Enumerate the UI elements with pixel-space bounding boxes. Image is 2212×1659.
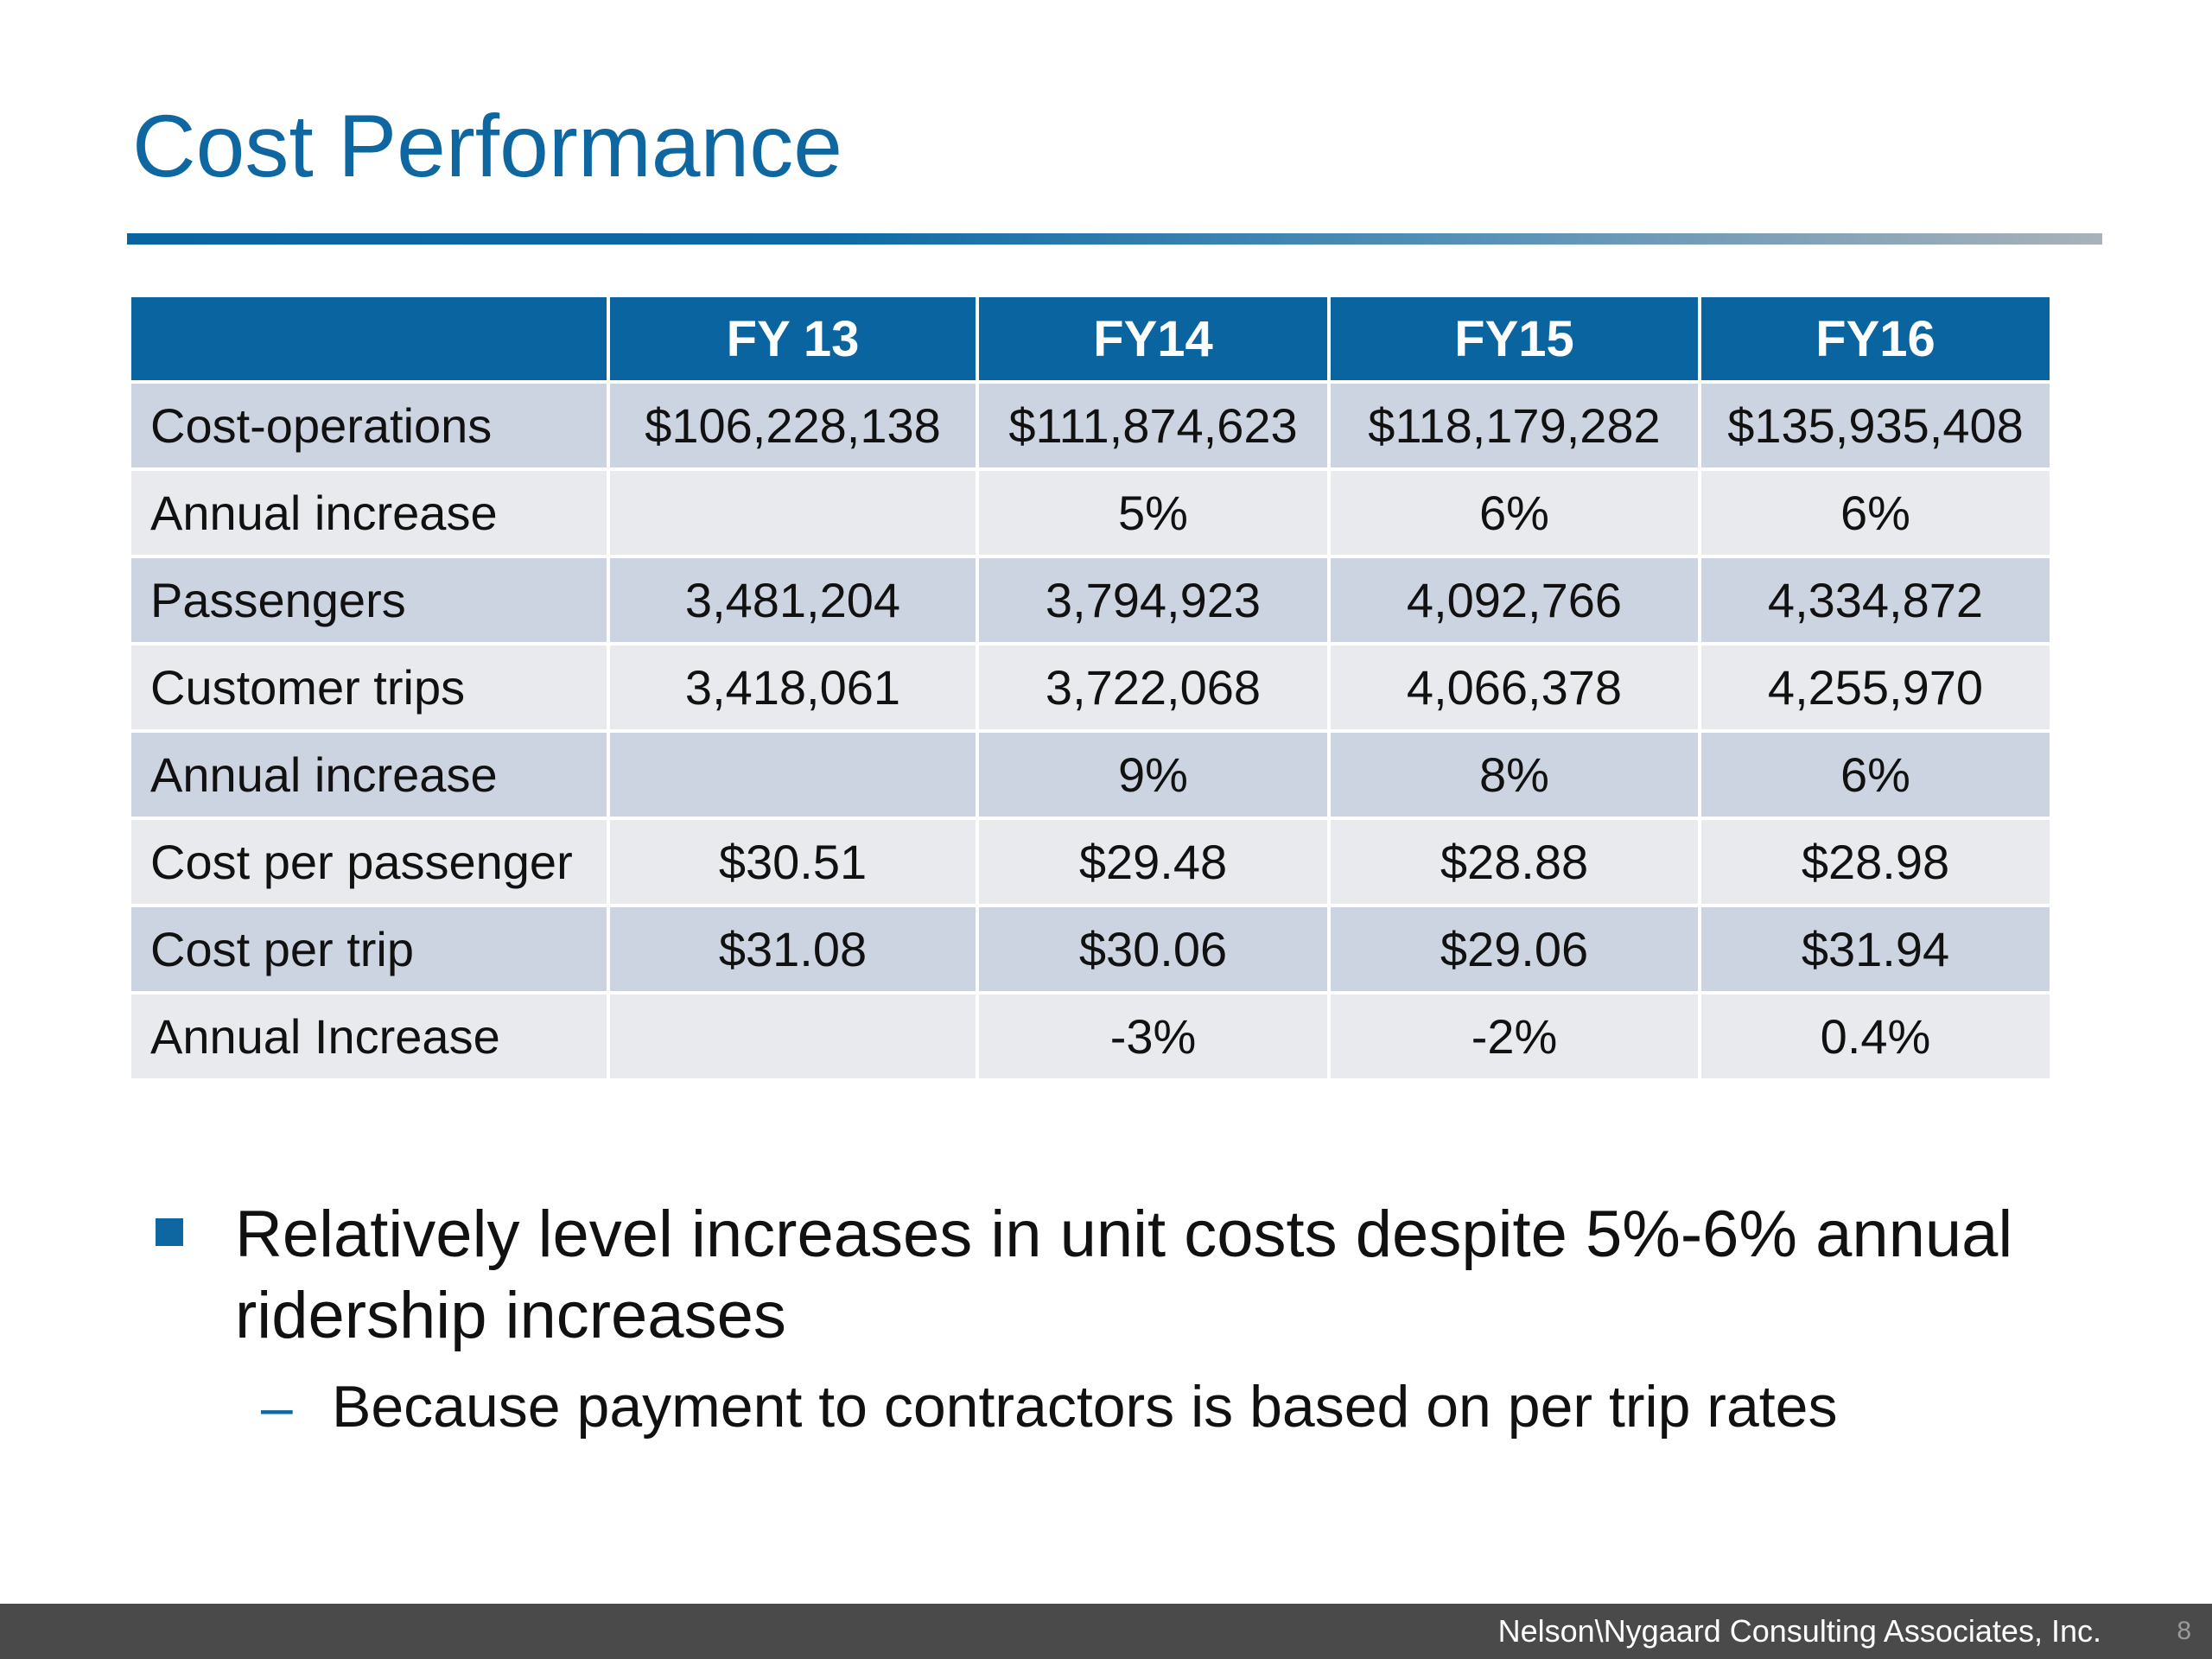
sub-bullet-item: – Because payment to contractors is base… <box>261 1372 2075 1441</box>
page-number: 8 <box>2177 1617 2191 1645</box>
table-header-cell <box>131 297 607 380</box>
row-label: Annual Increase <box>131 995 607 1078</box>
cost-performance-table: FY 13 FY14 FY15 FY16 Cost-operations $10… <box>128 294 2053 1082</box>
table-cell: $111,874,623 <box>979 384 1327 467</box>
table-cell: $31.08 <box>610 907 976 991</box>
table-cell: 4,255,970 <box>1701 645 2050 729</box>
row-label: Cost per passenger <box>131 820 607 904</box>
dash-bullet-icon: – <box>261 1375 293 1439</box>
table-cell: $28.98 <box>1701 820 2050 904</box>
table-cell: 6% <box>1701 733 2050 817</box>
table-row: Customer trips 3,418,061 3,722,068 4,066… <box>131 645 2050 729</box>
table-header-row: FY 13 FY14 FY15 FY16 <box>131 297 2050 380</box>
table-cell: $135,935,408 <box>1701 384 2050 467</box>
table-cell <box>610 733 976 817</box>
table-cell: 4,092,766 <box>1331 558 1698 642</box>
table-cell: 3,794,923 <box>979 558 1327 642</box>
table-cell: -3% <box>979 995 1327 1078</box>
table-cell: $106,228,138 <box>610 384 976 467</box>
table-cell: $29.06 <box>1331 907 1698 991</box>
table-header-cell: FY16 <box>1701 297 2050 380</box>
table-cell: $30.51 <box>610 820 976 904</box>
square-bullet-icon <box>156 1218 183 1246</box>
table-cell: 3,481,204 <box>610 558 976 642</box>
row-label: Cost-operations <box>131 384 607 467</box>
table-cell: $31.94 <box>1701 907 2050 991</box>
footer-bar: Nelson\Nygaard Consulting Associates, In… <box>0 1604 2212 1659</box>
table-header-cell: FY 13 <box>610 297 976 380</box>
table-row: Cost-operations $106,228,138 $111,874,62… <box>131 384 2050 467</box>
table-cell: 4,334,872 <box>1701 558 2050 642</box>
table-cell: 4,066,378 <box>1331 645 1698 729</box>
table-cell: $118,179,282 <box>1331 384 1698 467</box>
table-cell: $28.88 <box>1331 820 1698 904</box>
table-cell: $29.48 <box>979 820 1327 904</box>
row-label: Cost per trip <box>131 907 607 991</box>
table-row: Cost per passenger $30.51 $29.48 $28.88 … <box>131 820 2050 904</box>
table-row: Annual increase 9% 8% 6% <box>131 733 2050 817</box>
table-header-cell: FY15 <box>1331 297 1698 380</box>
table-cell: 0.4% <box>1701 995 2050 1078</box>
row-label: Annual increase <box>131 733 607 817</box>
bullet-item: Relatively level increases in unit costs… <box>156 1194 2091 1357</box>
table-row: Annual increase 5% 6% 6% <box>131 471 2050 555</box>
table-row: Cost per trip $31.08 $30.06 $29.06 $31.9… <box>131 907 2050 991</box>
footer-company-name: Nelson\Nygaard Consulting Associates, In… <box>1497 1613 2101 1649</box>
title-divider <box>127 233 2102 245</box>
row-label: Customer trips <box>131 645 607 729</box>
sub-bullet-text: Because payment to contractors is based … <box>332 1374 1838 1440</box>
row-label: Passengers <box>131 558 607 642</box>
table-cell: -2% <box>1331 995 1698 1078</box>
table-cell: 9% <box>979 733 1327 817</box>
row-label: Annual increase <box>131 471 607 555</box>
table-cell: 3,722,068 <box>979 645 1327 729</box>
table-cell <box>610 995 976 1078</box>
table-cell <box>610 471 976 555</box>
table-cell: 8% <box>1331 733 1698 817</box>
table-row: Passengers 3,481,204 3,794,923 4,092,766… <box>131 558 2050 642</box>
bullet-text: Relatively level increases in unit costs… <box>235 1198 2013 1352</box>
table-cell: 6% <box>1701 471 2050 555</box>
table-header-cell: FY14 <box>979 297 1327 380</box>
table-cell: 6% <box>1331 471 1698 555</box>
slide-title: Cost Performance <box>132 97 842 195</box>
table-cell: 5% <box>979 471 1327 555</box>
table-cell: $30.06 <box>979 907 1327 991</box>
table-cell: 3,418,061 <box>610 645 976 729</box>
table-row: Annual Increase -3% -2% 0.4% <box>131 995 2050 1078</box>
